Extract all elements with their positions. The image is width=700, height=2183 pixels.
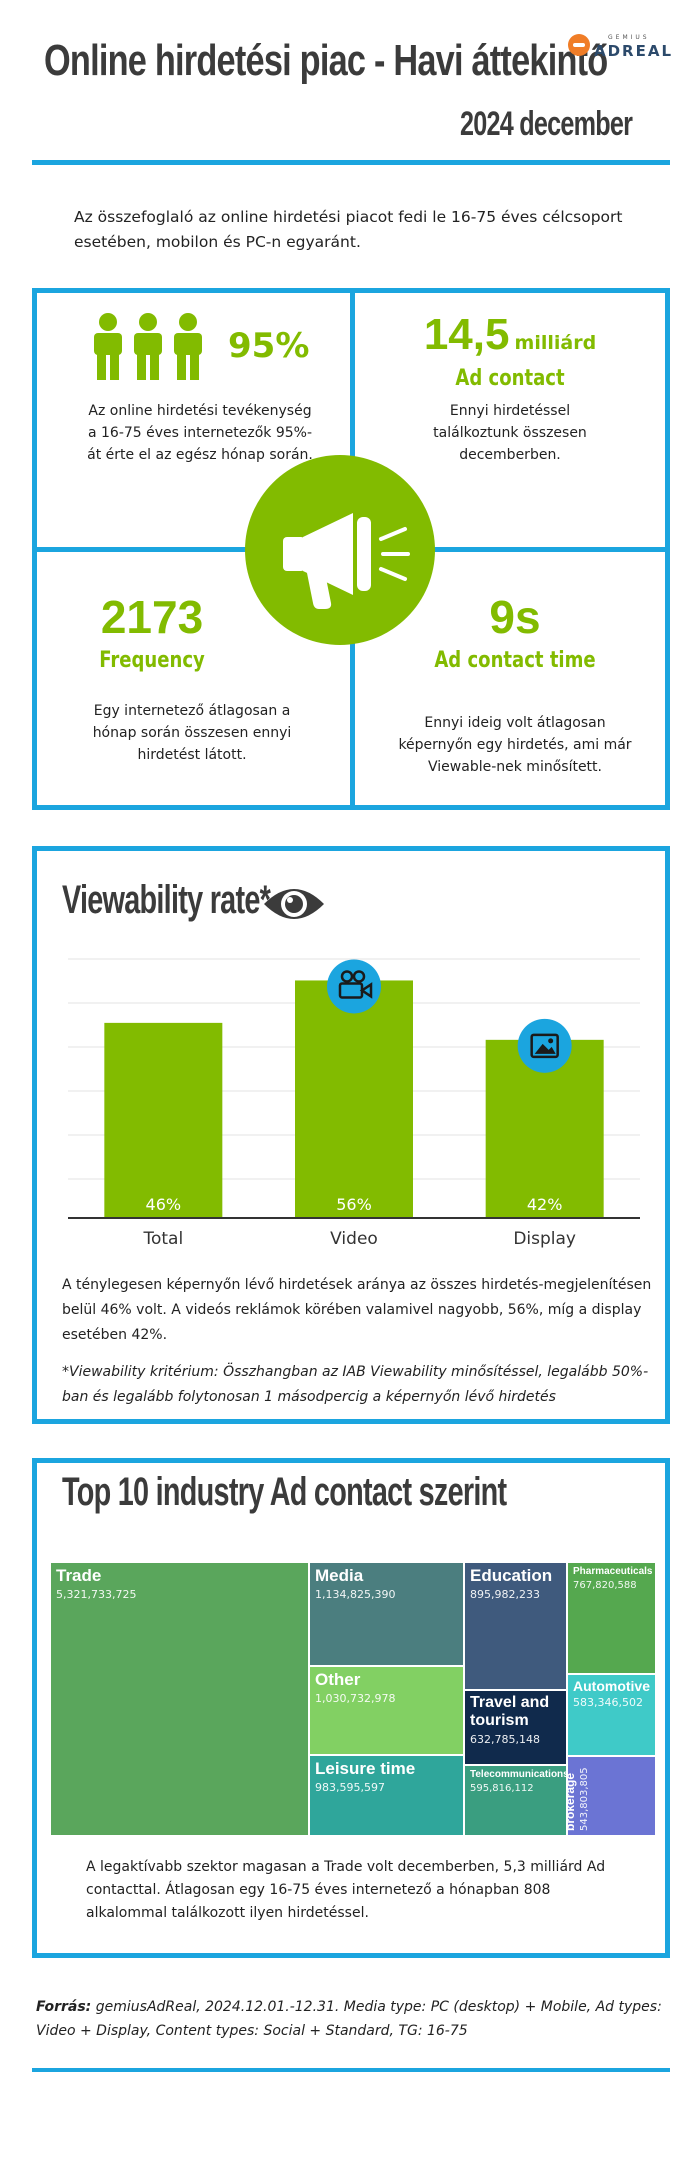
chart-value-label: 42% <box>527 1195 563 1214</box>
viewability-title: Viewability rate* <box>62 878 271 922</box>
tile-value: 595,816,112 <box>470 1782 534 1794</box>
chart-bar <box>295 980 413 1218</box>
tile-value: 767,820,588 <box>573 1579 637 1591</box>
chart-value-label: 56% <box>336 1195 372 1214</box>
treemap-tile-other: Other 1,030,732,978 <box>309 1666 464 1755</box>
tile-value: 5,321,733,725 <box>56 1587 137 1601</box>
treemap-tile-pharmaceuticals: Pharmaceuticals 767,820,588 <box>567 1562 656 1674</box>
video-camera-icon <box>338 970 373 999</box>
chart-value-label: 46% <box>146 1195 182 1214</box>
video-icon-badge <box>327 959 381 1014</box>
tile-name: Automotive <box>573 1678 650 1694</box>
treemap-tile-media: Media 1,134,825,390 <box>309 1562 464 1666</box>
tile-name: Media <box>315 1566 364 1585</box>
ad-contact-label: Ad contact <box>455 366 565 391</box>
source-label: Forrás: <box>36 1999 92 2015</box>
tile-name: Pharmaceuticals <box>573 1566 653 1577</box>
tile-name: Telecommunications <box>470 1769 567 1780</box>
industry-title: Top 10 industry Ad contact szerint <box>62 1470 507 1514</box>
logo-small-text: GEMIUS <box>608 34 650 41</box>
tile-value: 543,803,805 <box>579 1767 590 1831</box>
logo-mark-icon <box>568 34 590 56</box>
viewability-chart: 46% Total 56% Video 42% Display <box>68 955 640 1255</box>
adreal-logo: GEMIUS ADREAL <box>568 34 671 60</box>
treemap-tile-automotive: Automotive 583,346,502 <box>567 1674 656 1756</box>
image-icon <box>530 1033 559 1059</box>
viewability-description: A ténylegesen képernyőn lévő hirdetések … <box>62 1277 652 1343</box>
tile-value: 895,982,233 <box>470 1587 540 1601</box>
logo-text: ADREAL <box>594 42 674 60</box>
ad-contact-time-value: 9s <box>489 591 541 643</box>
ad-contact-text: Ennyi hirdetéssel találkoztunk összesen … <box>433 403 587 463</box>
ad-contact-unit: milliárd <box>514 332 597 354</box>
page-title: Online hirdetési piac - Havi áttekintő <box>44 36 608 85</box>
viewability-panel <box>32 846 670 1424</box>
ad-contact-time-label: Ad contact time <box>434 648 596 673</box>
tile-value: 1,030,732,978 <box>315 1691 396 1705</box>
viewability-note: *Viewability kritérium: Összhangban az I… <box>62 1364 649 1405</box>
chart-category-label: Video <box>330 1229 378 1249</box>
industry-description: A legaktívabb szektor magasan a Trade vo… <box>86 1859 606 1921</box>
chart-bar <box>104 1022 223 1218</box>
industry-panel <box>32 1458 670 1958</box>
people-icon <box>94 313 216 382</box>
tile-name: Leisure time <box>315 1759 416 1778</box>
frequency-text: Egy internetező átlagosan a hónap során … <box>92 703 292 763</box>
viewability-chart-svg: 46% Total 56% Video 42% Display <box>68 958 640 1249</box>
footer-divider <box>32 2068 670 2072</box>
megaphone-icon <box>283 513 410 609</box>
tile-name: Travel and tourism <box>470 1694 550 1730</box>
treemap-tile-leisure-time: Leisure time 983,595,597 <box>309 1755 464 1836</box>
tile-name: Other <box>315 1670 361 1689</box>
megaphone-badge <box>245 455 435 645</box>
frequency-label: Frequency <box>99 648 205 673</box>
ad-contact-value-group: 14,5 milliárd <box>360 310 660 360</box>
chart-category-label: Display <box>513 1229 576 1249</box>
eye-icon <box>264 889 324 919</box>
intro-text: Az összefoglaló az online hirdetési piac… <box>74 208 623 251</box>
source-text: gemiusAdReal, 2024.12.01.-12.31. Media t… <box>36 1999 662 2039</box>
tile-value: 583,346,502 <box>573 1696 643 1710</box>
report-period: 2024 december <box>460 105 633 143</box>
chart-category-label: Total <box>142 1229 183 1249</box>
reach-value: 95% <box>228 326 310 366</box>
ad-contact-time-text: Ennyi ideig volt átlagosan képernyőn egy… <box>398 715 632 775</box>
treemap-tile-education: Education 895,982,233 <box>464 1562 567 1690</box>
ad-contact-value: 14,5 <box>423 310 510 359</box>
frequency-value: 2173 <box>100 591 204 643</box>
tile-value: 632,785,148 <box>470 1732 540 1746</box>
treemap-tile-trade: Trade 5,321,733,725 <box>50 1562 309 1836</box>
treemap-tile-telecommunications: Telecommunications 595,816,112 <box>464 1765 567 1836</box>
treemap-tile-travel-and-tourism: Travel and tourism 632,785,148 <box>464 1690 567 1765</box>
tile-value: 1,134,825,390 <box>315 1587 396 1601</box>
finance-rotated-label: Finance, insurance, brokerage 543,803,80… <box>567 1757 590 1831</box>
tile-name: Trade <box>56 1566 102 1585</box>
reach-text: Az online hirdetési tevékenység a 16-75 … <box>87 403 313 463</box>
tile-name: Education <box>470 1566 553 1585</box>
tile-name: Finance, insurance, brokerage <box>567 1772 577 1831</box>
header-divider <box>32 160 670 165</box>
industry-treemap: Trade 5,321,733,725 Media 1,134,825,390 … <box>50 1562 656 1836</box>
treemap-tile-finance: Finance, insurance, brokerage 543,803,80… <box>567 1756 656 1836</box>
source-note: Forrás: gemiusAdReal, 2024.12.01.-12.31.… <box>36 1995 666 2043</box>
tile-value: 983,595,597 <box>315 1780 385 1794</box>
